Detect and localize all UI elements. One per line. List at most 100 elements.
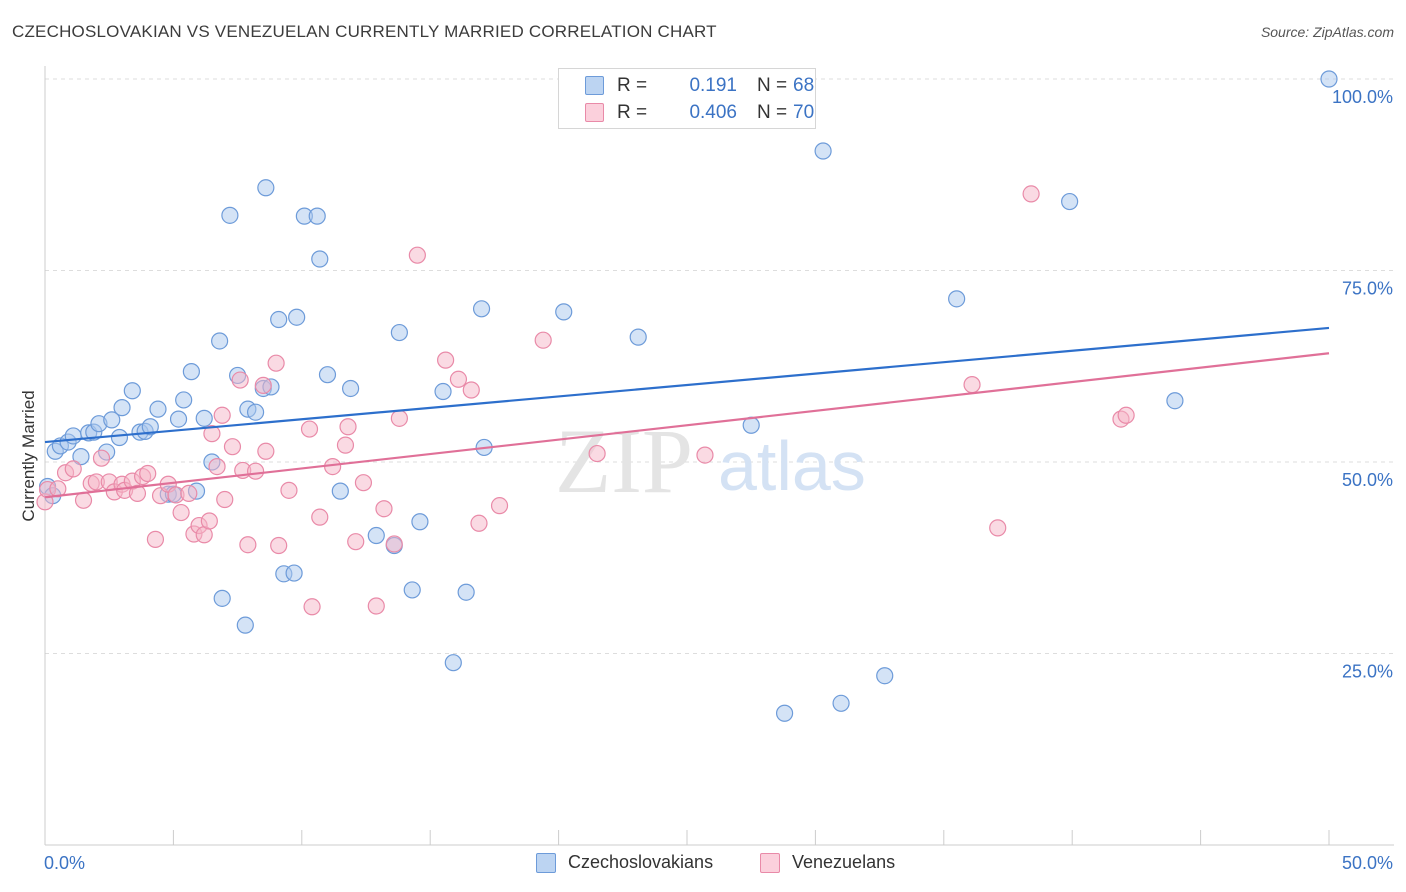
czechoslovakian-point — [169, 410, 188, 428]
czechoslovakian-point — [270, 310, 288, 329]
venezuelan-point — [490, 497, 509, 515]
y-axis-label: Currently Married — [19, 390, 38, 521]
y-tick-label: 25.0% — [1342, 662, 1393, 682]
venezuelan-point — [216, 490, 234, 509]
venezuelan-point — [257, 442, 275, 460]
venezuelan-point — [200, 512, 218, 530]
r-value: 0.191 — [689, 75, 737, 96]
czechoslovakian-point — [211, 332, 229, 350]
watermark-atlas: atlas — [718, 427, 866, 505]
czechoslovakian-point — [246, 403, 265, 421]
czechoslovakian-point — [236, 616, 254, 634]
n-value: 70 — [793, 102, 815, 123]
venezuelan-point — [347, 533, 365, 551]
venezuelan-point — [208, 457, 226, 476]
y-tick-label: 50.0% — [1342, 470, 1393, 490]
legend-label: Czechoslovakians — [568, 852, 714, 872]
source-credit: Source: ZipAtlas.com — [1260, 24, 1394, 40]
venezuelan-point — [139, 464, 157, 483]
venezuelan-point — [449, 370, 468, 388]
trend-line-venezuelans — [44, 352, 1330, 499]
venezuelan-point — [280, 481, 298, 499]
czechoslovakian-point — [1320, 70, 1338, 88]
series-legend: Czechoslovakians Venezuelans — [0, 852, 1406, 876]
trend-lines — [44, 326, 1330, 499]
axes — [44, 66, 1394, 846]
series-venezuelans — [36, 185, 1135, 616]
czechoslovakian-point — [457, 583, 475, 601]
grid-lines — [45, 78, 1394, 654]
n-label: N = — [757, 75, 788, 96]
czechoslovakian-point — [629, 328, 647, 346]
venezuelan-point — [64, 460, 82, 478]
venezuelan-point — [74, 491, 93, 509]
czechoslovakian-point — [814, 142, 832, 160]
y-tick-label: 100.0% — [1332, 87, 1393, 107]
trend-line-czechoslovakians — [44, 326, 1330, 444]
venezuelan-point — [92, 449, 111, 467]
venezuelan-point — [267, 354, 285, 372]
czechoslovakian-point — [123, 382, 141, 400]
venezuelan-point — [231, 371, 249, 389]
venezuelan-point — [300, 420, 319, 438]
czechoslovakian-point — [1061, 192, 1079, 211]
venezuelan-point — [336, 436, 355, 454]
venezuelan-point — [128, 484, 147, 503]
venezuelan-point — [270, 536, 288, 555]
data-points — [36, 70, 1338, 722]
venezuelan-point — [390, 409, 408, 427]
venezuelan-point — [223, 438, 242, 456]
venezuelan-point — [696, 446, 714, 464]
czechoslovakian-point — [775, 704, 794, 722]
blue-swatch — [585, 76, 604, 95]
x-tick-label: 0.0% — [44, 853, 85, 873]
venezuelan-point — [989, 519, 1007, 537]
venezuelan-point — [180, 484, 198, 503]
czechoslovakian-point — [72, 448, 90, 466]
chart-title: CZECHOSLOVAKIAN VS VENEZUELAN CURRENTLY … — [12, 22, 717, 41]
czechoslovakian-point — [367, 526, 385, 545]
czechoslovakian-point — [285, 564, 303, 582]
czechoslovakian-point — [444, 654, 462, 672]
stats-legend: R = 0.191 N = 68 R = 0.406 N = 70 — [558, 68, 816, 129]
czechoslovakian-point — [110, 428, 129, 447]
czechoslovakian-point — [175, 391, 193, 409]
blue-swatch — [536, 853, 556, 873]
venezuelan-point — [462, 381, 480, 399]
czechoslovakian-point — [318, 366, 337, 384]
venezuelan-point — [146, 530, 165, 548]
czechoslovakian-point — [411, 513, 429, 531]
venezuelan-point — [534, 331, 552, 349]
series-czechoslovakians — [38, 70, 1338, 722]
venezuelan-point — [354, 474, 373, 492]
venezuelan-point — [437, 351, 455, 369]
venezuelan-point — [470, 514, 488, 532]
czechoslovakian-point — [555, 303, 573, 321]
czechoslovakian-point — [331, 482, 349, 500]
czechoslovakian-point — [341, 379, 360, 398]
venezuelan-point — [408, 246, 426, 264]
n-label: N = — [757, 102, 788, 123]
venezuelan-point — [375, 500, 393, 518]
venezuelan-point — [588, 444, 606, 463]
venezuelan-point — [303, 598, 321, 616]
czechoslovakian-point — [103, 411, 121, 429]
n-value: 68 — [793, 75, 815, 96]
czechoslovakian-point — [257, 179, 275, 197]
venezuelan-point — [246, 462, 265, 480]
venezuelan-point — [385, 535, 403, 553]
czechoslovakian-point — [403, 581, 421, 599]
venezuelan-point — [1117, 406, 1135, 424]
r-label: R = — [617, 102, 648, 123]
venezuelan-point — [367, 597, 385, 615]
venezuelan-point — [311, 508, 329, 526]
venezuelan-point — [254, 376, 272, 394]
czechoslovakian-point — [876, 667, 894, 685]
venezuelan-point — [172, 503, 190, 522]
y-tick-label: 75.0% — [1342, 279, 1393, 299]
czechoslovakian-point — [141, 418, 159, 436]
czechoslovakian-point — [288, 308, 306, 326]
czechoslovakian-point — [64, 427, 82, 445]
czechoslovakian-point — [221, 206, 239, 224]
